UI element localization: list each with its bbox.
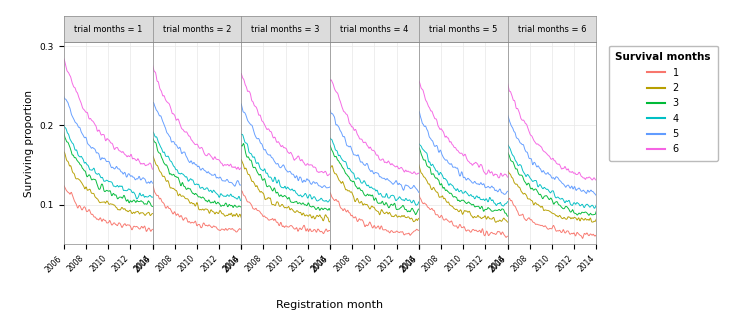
Text: Registration month: Registration month: [277, 300, 383, 310]
Legend: 1, 2, 3, 4, 5, 6: 1, 2, 3, 4, 5, 6: [608, 46, 718, 161]
Y-axis label: Surviving proportion: Surviving proportion: [24, 90, 34, 197]
